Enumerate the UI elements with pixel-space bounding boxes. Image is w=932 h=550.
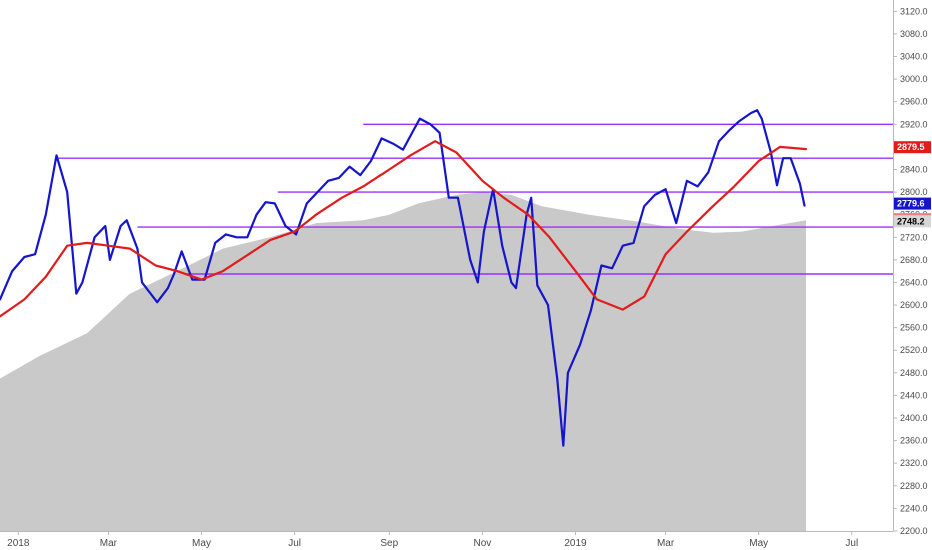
y-tick-label: 3040.0 — [900, 52, 928, 62]
x-axis-ticks: 2018 Mar May Jul Sep Nov 2019 Mar May Jul — [7, 531, 858, 549]
y-tick-label: 2840.0 — [900, 165, 928, 175]
y-tick-label: 2960.0 — [900, 97, 928, 107]
y-tick-label: 2240.0 — [900, 503, 928, 513]
x-tick-label: Sep — [380, 538, 398, 549]
x-tick-label: 2019 — [564, 538, 587, 549]
price-label: 2779.6 — [897, 199, 925, 209]
y-tick-label: 2640.0 — [900, 277, 928, 287]
y-tick-label: 2600.0 — [900, 300, 928, 310]
volume-area — [0, 192, 806, 531]
x-tick-label: Jul — [845, 538, 858, 549]
axes — [0, 0, 894, 532]
y-tick-label: 3080.0 — [900, 29, 928, 39]
y-tick-label: 2800.0 — [900, 187, 928, 197]
y-tick-label: 2520.0 — [900, 345, 928, 355]
y-tick-label: 2320.0 — [900, 458, 928, 468]
x-tick-label: Nov — [474, 538, 492, 549]
y-tick-label: 2920.0 — [900, 119, 928, 129]
y-tick-label: 2680.0 — [900, 255, 928, 265]
y-tick-label: 3000.0 — [900, 74, 928, 84]
price-label-bg — [894, 197, 931, 210]
y-tick-label: 2200.0 — [900, 526, 928, 536]
support-resistance-lines — [55, 123, 893, 275]
x-tick-label: 2018 — [7, 538, 30, 549]
x-tick-label: Mar — [100, 538, 118, 549]
y-tick-label: 3120.0 — [900, 6, 928, 16]
price-label: 2748.2 — [897, 216, 925, 226]
price-label-bg — [894, 215, 931, 228]
y-tick-label: 2280.0 — [900, 481, 928, 491]
y-tick-label: 2360.0 — [900, 436, 928, 446]
price-series — [0, 109, 808, 447]
x-tick-label: Mar — [657, 538, 675, 549]
series-line-2 — [0, 140, 808, 318]
x-tick-label: May — [749, 538, 768, 549]
y-tick-label: 2480.0 — [900, 368, 928, 378]
y-axis-ticks: 2200.0 2240.0 2280.0 2320.0 2360.0 2400.0 2440… — [893, 6, 928, 536]
y-tick-label: 2560.0 — [900, 323, 928, 333]
volume-area-fill — [0, 192, 806, 531]
x-tick-label: Jul — [288, 538, 301, 549]
y-tick-label: 2400.0 — [900, 413, 928, 423]
price-label: 2879.5 — [897, 142, 925, 152]
y-tick-label: 2720.0 — [900, 232, 928, 242]
x-tick-label: May — [192, 538, 211, 549]
y-tick-label: 2440.0 — [900, 390, 928, 400]
price-label-bg — [894, 141, 931, 154]
